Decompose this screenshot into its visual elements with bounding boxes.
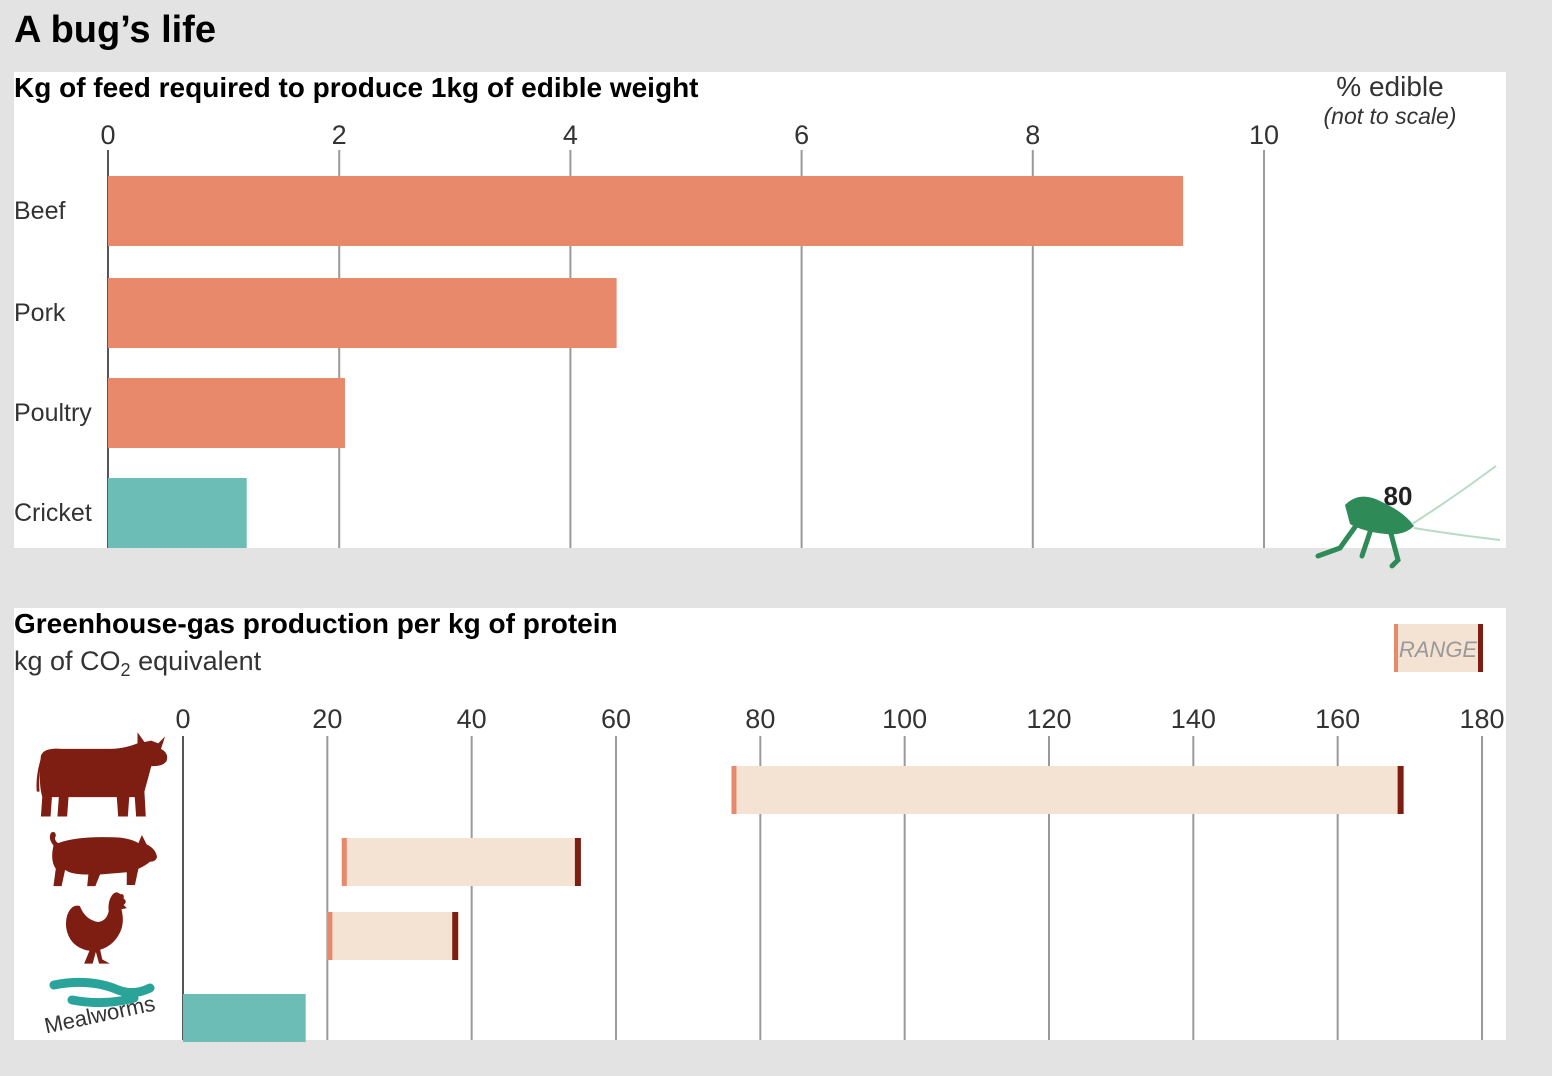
mealworm-icon — [49, 977, 155, 1008]
ghg-chart-title: Greenhouse-gas production per kg of prot… — [14, 608, 618, 639]
ghg-axis-ticks: 0 20 40 60 80 100 120 140 160 180 — [175, 704, 1504, 734]
ghg-tick-label: 100 — [882, 704, 927, 734]
feed-tick-label: 4 — [563, 120, 578, 150]
range-legend-high — [1478, 624, 1483, 672]
ghg-tick-label: 80 — [745, 704, 775, 734]
figure-title: A bug’s life — [14, 9, 216, 51]
feed-tick-label: 10 — [1249, 120, 1279, 150]
ghg-range-bars — [183, 766, 1404, 1042]
feed-bar-beef — [108, 176, 1184, 246]
feed-bar-poultry — [108, 378, 345, 448]
ghg-tick-label: 140 — [1171, 704, 1216, 734]
ghg-tick-label: 160 — [1315, 704, 1360, 734]
ghg-tick-label: 20 — [312, 704, 342, 734]
edible-pct-beef: 40 — [1341, 169, 1370, 199]
ghg-tick-label: 40 — [457, 704, 487, 734]
ghg-range-poultry-high — [452, 912, 459, 960]
edible-panel-subtitle: (not to scale) — [1324, 103, 1457, 129]
feed-category-labels: Beef Pork Poultry Cricket — [14, 197, 92, 527]
ghg-range-poultry-low — [327, 912, 333, 960]
feed-category-label: Beef — [14, 197, 65, 225]
feed-category-label: Cricket — [14, 499, 92, 527]
ghg-range-beef-low — [731, 766, 737, 814]
range-legend-low — [1394, 624, 1398, 672]
ghg-unit-suffix: equivalent — [131, 646, 262, 676]
edible-pct-poultry: 55 — [1373, 392, 1402, 422]
feed-tick-label: 2 — [332, 120, 347, 150]
feed-bar-cricket — [108, 478, 247, 548]
ghg-unit-sub: 2 — [121, 660, 131, 680]
ghg-tick-label: 180 — [1459, 704, 1504, 734]
range-legend: RANGE — [1394, 624, 1483, 672]
ghg-unit-label: kg of CO2 equivalent — [14, 646, 262, 680]
ghg-range-poultry — [327, 912, 458, 960]
ghg-tick-label: 0 — [175, 704, 190, 734]
feed-axis-ticks: 0 2 4 6 8 10 — [100, 120, 1279, 150]
feed-bars — [108, 176, 1184, 548]
feed-bar-pork — [108, 278, 617, 348]
ghg-range-pork-low — [341, 838, 347, 886]
ghg-bar-mealworms — [183, 994, 306, 1042]
edible-pct-pork: 55 — [1359, 280, 1388, 310]
ghg-unit-prefix: kg of CO — [14, 646, 121, 676]
ghg-range-pork — [341, 838, 580, 886]
feed-tick-label: 8 — [1025, 120, 1040, 150]
feed-tick-label: 6 — [794, 120, 809, 150]
ghg-range-beef — [731, 766, 1403, 814]
ghg-tick-label: 120 — [1026, 704, 1071, 734]
ghg-range-beef-high — [1397, 766, 1404, 814]
cricket-icon — [1315, 465, 1501, 569]
ghg-range-pork-high — [574, 838, 581, 886]
feed-tick-label: 0 — [100, 120, 115, 150]
range-legend-label: RANGE — [1399, 637, 1478, 662]
feed-category-label: Poultry — [14, 399, 92, 427]
feed-chart-title: Kg of feed required to produce 1kg of ed… — [14, 72, 699, 103]
range-legend-swatch — [1394, 624, 1482, 672]
feed-category-label: Pork — [14, 299, 66, 327]
edible-panel-title: % edible — [1336, 71, 1443, 102]
edible-pct-cricket: 80 — [1384, 481, 1413, 511]
ghg-tick-label: 60 — [601, 704, 631, 734]
